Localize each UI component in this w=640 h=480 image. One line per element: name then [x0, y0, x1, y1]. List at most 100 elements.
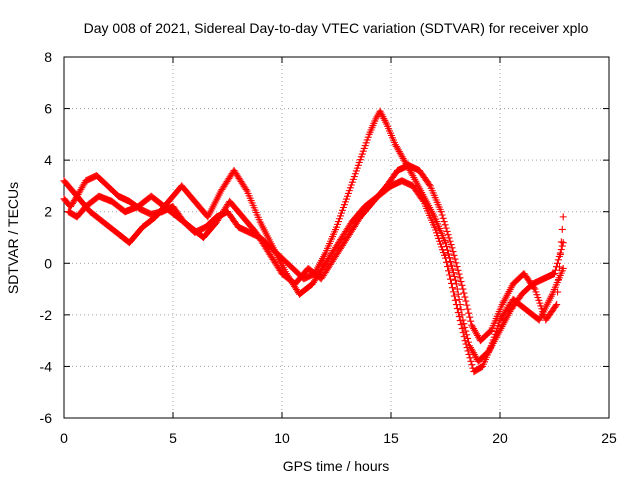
data-point [453, 305, 461, 313]
x-axis-label: GPS time / hours [283, 458, 390, 474]
data-point [444, 267, 452, 275]
data-point [438, 211, 446, 219]
data-point [454, 290, 462, 298]
y-axis-label: SDTVAR / TECUs [5, 182, 21, 294]
data-point [446, 257, 454, 265]
data-point [458, 281, 466, 289]
grid-lines [64, 57, 609, 418]
data-marks [60, 107, 567, 376]
x-tick-label: 20 [492, 430, 508, 446]
data-point [468, 361, 476, 369]
data-point [464, 305, 472, 313]
data-point [447, 261, 455, 269]
data-point [451, 296, 459, 304]
data-point [451, 255, 459, 263]
data-point [449, 248, 457, 256]
data-point [461, 337, 469, 345]
data-point [455, 313, 463, 321]
x-tick-label: 5 [169, 430, 177, 446]
y-tick-label: 6 [44, 101, 52, 117]
data-point [455, 295, 463, 303]
x-tick-label: 0 [60, 430, 68, 446]
data-point [466, 354, 474, 362]
data-point [553, 301, 561, 309]
data-point [456, 317, 464, 325]
data-point [559, 213, 567, 221]
y-tick-label: -4 [40, 358, 53, 374]
data-point [452, 301, 460, 309]
data-point [456, 274, 464, 282]
data-point [460, 333, 468, 341]
y-tick-label: 4 [44, 152, 52, 168]
data-point [447, 279, 455, 287]
data-point [450, 272, 458, 280]
data-point [558, 242, 566, 250]
data-point [465, 350, 473, 358]
data-point [454, 309, 462, 317]
x-tick-label: 10 [274, 430, 290, 446]
x-tick-label: 15 [383, 430, 399, 446]
data-point [458, 325, 466, 333]
data-point [441, 221, 449, 229]
plot-frame [63, 56, 610, 419]
data-point [448, 265, 456, 273]
data-point [460, 289, 468, 297]
data-point [419, 196, 427, 204]
y-tick-label: 2 [44, 204, 52, 220]
data-point [457, 321, 465, 329]
data-point [557, 246, 565, 254]
data-point [459, 285, 467, 293]
data-point [457, 278, 465, 286]
data-point [440, 218, 448, 226]
chart-title: Day 008 of 2021, Sidereal Day-to-day VTE… [84, 20, 589, 36]
data-point [442, 254, 449, 262]
data-point [442, 239, 449, 247]
data-point [557, 238, 565, 246]
data-point [558, 225, 566, 233]
data-point [442, 224, 450, 232]
data-point [443, 227, 451, 235]
x-tick-label: 25 [601, 430, 617, 446]
data-point [425, 181, 433, 189]
data-point [556, 250, 564, 258]
data-point [453, 263, 461, 271]
data-point [466, 313, 474, 321]
data-point [554, 288, 562, 296]
data-point [242, 185, 250, 193]
data-point [450, 292, 458, 300]
data-point [445, 234, 453, 242]
data-point [444, 250, 452, 258]
data-point [446, 275, 454, 283]
data-point [463, 301, 471, 309]
data-point [461, 293, 469, 301]
data-point [447, 241, 455, 249]
x-axis: 0 5 10 15 20 25 [60, 57, 617, 446]
data-point [555, 263, 563, 271]
data-point [463, 344, 471, 352]
data-point [555, 275, 563, 283]
data-point [448, 284, 456, 292]
data-point [462, 340, 470, 348]
data-point [448, 244, 456, 252]
data-point [439, 214, 447, 222]
y-tick-label: 8 [44, 49, 52, 65]
y-tick-label: 0 [44, 255, 52, 271]
data-point [446, 237, 454, 245]
data-point [552, 302, 560, 310]
data-point [445, 271, 453, 279]
data-point [467, 357, 475, 365]
data-point [464, 347, 472, 355]
data-point [551, 270, 558, 278]
y-tick-label: -2 [40, 307, 53, 323]
data-point [553, 259, 561, 267]
data-point [442, 258, 450, 266]
data-point [450, 251, 458, 259]
data-point [437, 208, 445, 216]
data-point [454, 266, 462, 274]
data-point [449, 269, 457, 277]
data-point [459, 329, 467, 337]
data-point [455, 270, 463, 278]
y-tick-label: -6 [40, 410, 53, 426]
data-point [443, 263, 451, 271]
